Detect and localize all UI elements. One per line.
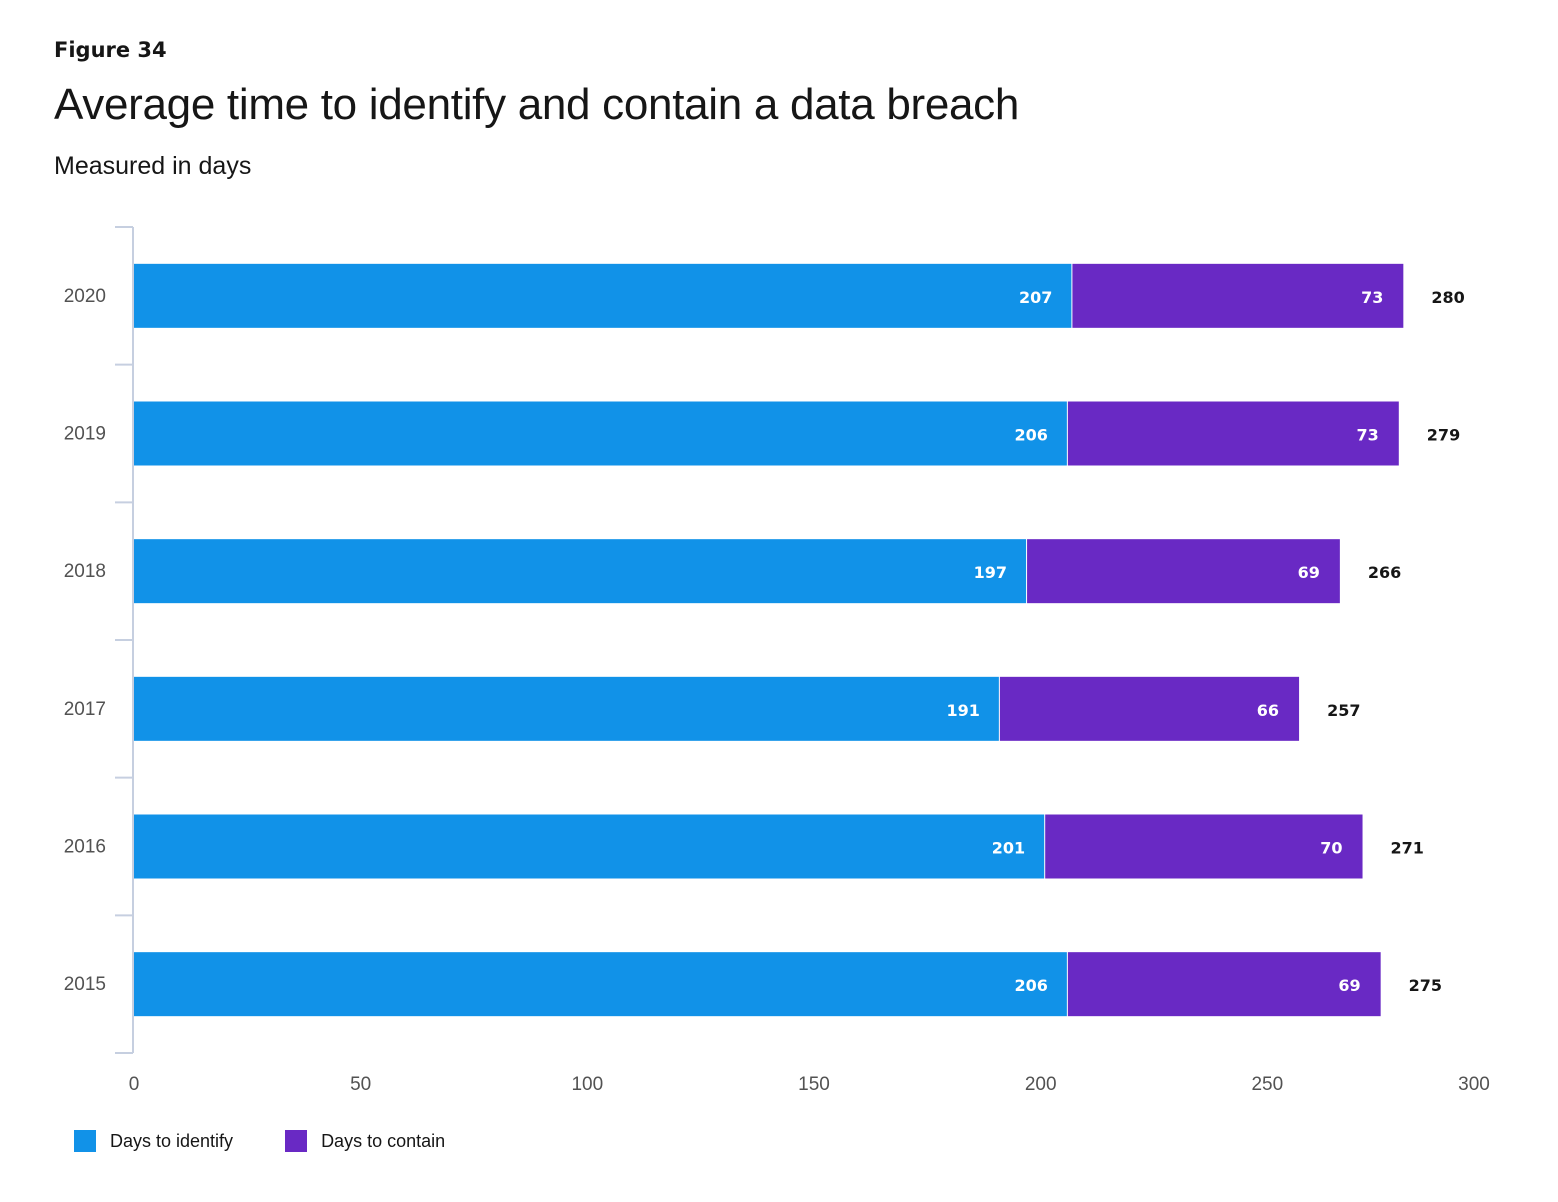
bar-value-label: 69 [1338,976,1360,995]
total-label: 275 [1409,976,1442,995]
chart-subtitle: Measured in days [54,152,252,180]
legend-label: Days to contain [321,1130,446,1151]
y-tick-label: 2018 [64,561,106,582]
bar-contain [1067,952,1381,1017]
bar-value-label: 73 [1357,426,1379,445]
bar-identify [134,814,1045,879]
x-tick-label: 100 [571,1074,603,1095]
bar-value-label: 69 [1298,563,1320,582]
chart-title: Average time to identify and contain a d… [54,80,1020,129]
bar-value-label: 206 [1014,976,1047,995]
legend-item-identify: Days to identify [74,1130,233,1152]
legend-swatch-identify [74,1130,96,1152]
bar-identify [134,263,1072,328]
legend-label: Days to identify [110,1130,234,1151]
x-tick-label: 300 [1458,1074,1490,1095]
bar-contain [1045,814,1363,879]
bar-value-label: 197 [974,563,1007,582]
bar-identify [134,401,1067,466]
total-label: 257 [1327,701,1360,720]
bar-identify [134,676,999,741]
bar-contain [1067,401,1399,466]
y-tick-label: 2017 [64,699,106,720]
bar-contain [1072,263,1404,328]
x-tick-label: 0 [129,1074,140,1095]
bar-value-label: 201 [992,839,1025,858]
bar-value-label: 206 [1014,426,1047,445]
y-tick-label: 2015 [64,974,106,995]
legend: Days to identify Days to contain [74,1130,445,1152]
x-tick-label: 150 [798,1074,830,1095]
bar-value-label: 70 [1320,839,1342,858]
legend-swatch-contain [285,1130,308,1152]
figure-label: Figure 34 [54,38,167,62]
bar-contain [1027,539,1340,604]
bar-identify [134,539,1027,604]
y-tick-label: 2016 [64,837,106,858]
total-label: 280 [1431,288,1464,307]
y-tick-label: 2019 [64,424,106,445]
x-tick-label: 50 [350,1074,371,1095]
total-label: 279 [1427,426,1460,445]
total-label: 266 [1368,563,1401,582]
bar-identify [134,952,1067,1017]
x-tick-label: 250 [1251,1074,1283,1095]
x-tick-label: 200 [1025,1074,1057,1095]
bar-value-label: 207 [1019,288,1052,307]
total-label: 271 [1391,839,1424,858]
bar-value-label: 191 [946,701,979,720]
bar-contain [999,676,1300,741]
bar-value-label: 66 [1257,701,1279,720]
bar-value-label: 73 [1361,288,1383,307]
legend-item-contain: Days to contain [285,1130,445,1152]
y-tick-label: 2020 [64,286,106,307]
